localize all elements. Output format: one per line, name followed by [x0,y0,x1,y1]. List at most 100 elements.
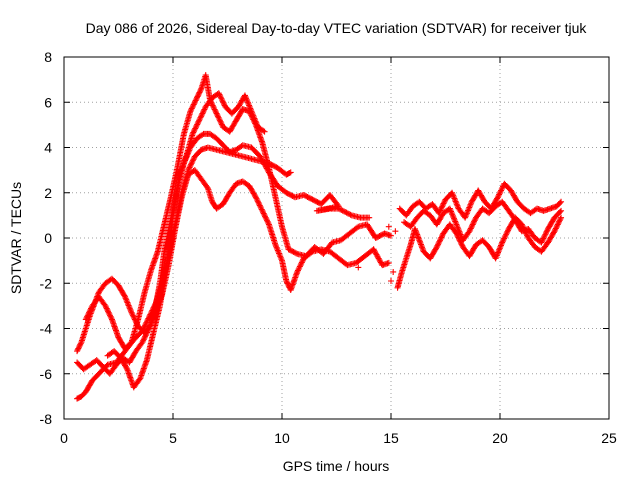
data-point [539,238,546,245]
data-point [558,214,565,221]
data-point [244,98,251,105]
data-point [197,88,204,95]
data-point [199,131,206,138]
data-point [385,223,392,230]
y-tick-label: -2 [40,275,53,291]
data-point [195,118,202,125]
data-point [452,196,459,203]
data-point [212,107,219,114]
data-point [102,302,109,309]
data-point [82,316,89,323]
data-point [125,302,132,309]
data-point [495,192,502,199]
axis-ticks: 0 5 10 15 20 25 -8 -6 -4 -2 0 2 4 6 8 [40,49,617,446]
data-point [190,102,197,109]
data-point [499,238,506,245]
data-point [192,124,199,131]
data-point [493,252,500,259]
data-point [201,106,208,113]
data-point [342,208,349,215]
data-point [261,213,268,220]
data-point [436,238,443,245]
data-point [195,92,202,99]
data-point [189,158,196,165]
data-point [189,130,196,137]
data-point [218,120,225,127]
data-point [462,213,469,220]
data-point [190,128,197,135]
data-point [457,231,464,238]
data-point [218,95,225,102]
y-axis-label: SDTVAR / TECUs [8,182,24,294]
data-point [453,199,460,206]
data-point [298,259,305,266]
data-point [185,165,192,172]
data-point [556,218,563,225]
data-point [449,212,456,219]
series-7 [396,180,565,221]
data-point [86,308,93,315]
data-point [200,109,207,116]
data-point [458,241,465,248]
y-tick-label: 2 [44,185,52,201]
data-point [552,226,559,233]
data-point [192,98,199,105]
data-point [188,105,195,112]
data-point [210,103,217,110]
data-point [194,120,201,127]
data-point [466,204,473,211]
data-point [272,241,279,248]
data-point [243,96,250,103]
data-point [450,214,457,221]
data-point [452,219,459,226]
data-point [297,262,304,269]
data-point [499,184,506,191]
data-point [551,228,558,235]
data-point [495,249,502,256]
data-point [296,264,303,271]
data-point [503,230,510,237]
data-point [388,232,394,239]
data-point [189,104,196,111]
data-point [293,250,300,257]
data-point [186,164,193,171]
data-point [283,279,290,286]
data-point [541,234,548,241]
data-point [455,227,462,234]
x-tick-label: 25 [601,430,617,446]
data-point [543,228,550,235]
data-point [258,206,265,213]
data-point [464,208,471,215]
data-point [211,106,218,113]
data-series [74,72,565,402]
data-point [265,220,272,227]
data-point [385,259,392,266]
data-point [75,344,82,351]
data-point [552,225,559,232]
data-point [106,311,113,318]
data-point [140,336,147,343]
data-point [284,280,291,287]
data-point [354,224,361,231]
data-point [252,193,259,200]
data-point [467,201,474,208]
data-point [454,224,461,231]
data-point [86,309,93,316]
y-tick-label: 4 [44,140,52,156]
y-tick-label: -4 [40,321,53,337]
x-tick-label: 10 [274,430,290,446]
data-point [366,214,373,221]
data-point [194,93,201,100]
data-point [465,205,472,212]
data-point [558,198,565,205]
y-tick-label: 0 [44,230,52,246]
data-point [453,201,460,208]
data-point [108,315,115,322]
data-point [469,221,476,228]
data-point [129,312,136,319]
data-point [274,246,281,253]
data-point [494,251,501,258]
data-point [257,203,264,210]
data-point [121,292,128,299]
